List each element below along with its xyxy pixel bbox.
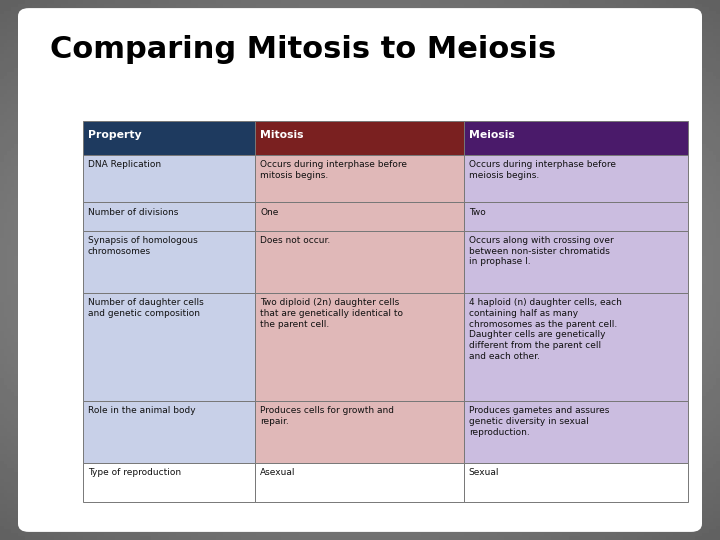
Text: Asexual: Asexual (260, 468, 296, 477)
Text: One: One (260, 208, 279, 217)
Text: Number of divisions: Number of divisions (88, 208, 179, 217)
Text: Two: Two (469, 208, 485, 217)
Text: Occurs along with crossing over
between non-sister chromatids
in prophase I.: Occurs along with crossing over between … (469, 236, 613, 266)
Text: 4 haploid (n) daughter cells, each
containing half as many
chromosomes as the pa: 4 haploid (n) daughter cells, each conta… (469, 298, 622, 361)
Text: Property: Property (88, 130, 141, 140)
Text: Two diploid (2n) daughter cells
that are genetically identical to
the parent cel: Two diploid (2n) daughter cells that are… (260, 298, 403, 328)
Text: DNA Replication: DNA Replication (88, 160, 161, 170)
Text: Sexual: Sexual (469, 468, 500, 477)
Text: Produces gametes and assures
genetic diversity in sexual
reproduction.: Produces gametes and assures genetic div… (469, 406, 609, 436)
Text: Produces cells for growth and
repair.: Produces cells for growth and repair. (260, 406, 395, 426)
Text: Mitosis: Mitosis (260, 130, 304, 140)
Text: Meiosis: Meiosis (469, 130, 515, 140)
Text: Comparing Mitosis to Meiosis: Comparing Mitosis to Meiosis (50, 35, 557, 64)
Text: Type of reproduction: Type of reproduction (88, 468, 181, 477)
Text: Occurs during interphase before
mitosis begins.: Occurs during interphase before mitosis … (260, 160, 408, 180)
Text: Occurs during interphase before
meiosis begins.: Occurs during interphase before meiosis … (469, 160, 616, 180)
Text: Role in the animal body: Role in the animal body (88, 406, 195, 415)
Text: Does not occur.: Does not occur. (260, 236, 330, 245)
Text: Synapsis of homologous
chromosomes: Synapsis of homologous chromosomes (88, 236, 197, 256)
Text: Number of daughter cells
and genetic composition: Number of daughter cells and genetic com… (88, 298, 204, 318)
